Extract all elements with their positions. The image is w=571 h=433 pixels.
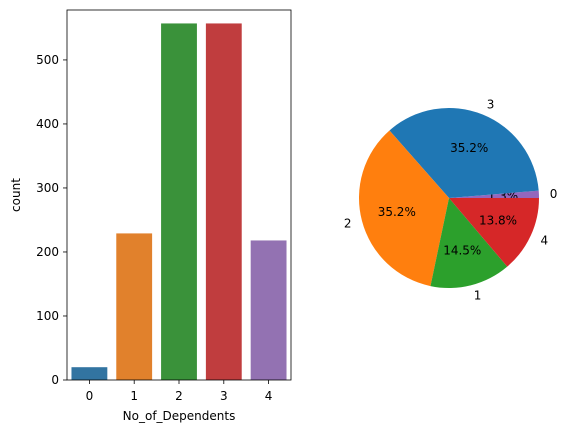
x-tick-label: 3 <box>220 389 228 403</box>
pie-slice-1 <box>430 198 508 289</box>
y-tick-label: 500 <box>36 53 59 67</box>
plot-frame <box>66 9 292 381</box>
pie-slice-label: 3 <box>487 98 495 112</box>
bar-0 <box>71 367 108 380</box>
y-tick-label: 0 <box>51 373 59 387</box>
x-tick-label: 1 <box>130 389 138 403</box>
pie-pct-label: 13.8% <box>479 214 517 228</box>
bar-2 <box>161 23 197 381</box>
y-tick-label: 100 <box>36 309 59 323</box>
bar-3 <box>205 23 242 381</box>
pie-slice-3 <box>389 107 539 198</box>
pie-pct-label: 35.2% <box>450 141 488 155</box>
y-tick-label: 200 <box>36 245 59 259</box>
pie-slice-4 <box>449 198 539 267</box>
pie-pct-label: 35.2% <box>378 205 416 219</box>
x-axis-label: No_of_Dependents <box>123 409 236 423</box>
bar-1 <box>116 233 153 380</box>
y-tick-label: 300 <box>36 181 59 195</box>
x-tick-label: 2 <box>175 389 183 403</box>
pie-slice-2 <box>359 130 449 287</box>
pie-slice-label: 0 <box>550 187 558 201</box>
x-tick-label: 4 <box>265 389 273 403</box>
y-tick-label: 400 <box>36 117 59 131</box>
pie-chart: 01.3%335.2%235.2%114.5%413.8% <box>344 98 557 303</box>
pie-slice-0 <box>449 190 539 198</box>
bar-chart: 0 1 2 3 4 0 100 200 300 400 500 No_of_Dependents cou… <box>9 9 292 423</box>
pie-slice-label: 1 <box>474 289 482 303</box>
pie-pct-label: 14.5% <box>443 243 481 257</box>
pie-slice-label: 4 <box>540 233 548 247</box>
x-tick-label: 0 <box>86 389 94 403</box>
y-axis-label: count <box>9 178 23 212</box>
pie-slice-label: 2 <box>344 217 352 231</box>
bar-4 <box>250 240 287 380</box>
